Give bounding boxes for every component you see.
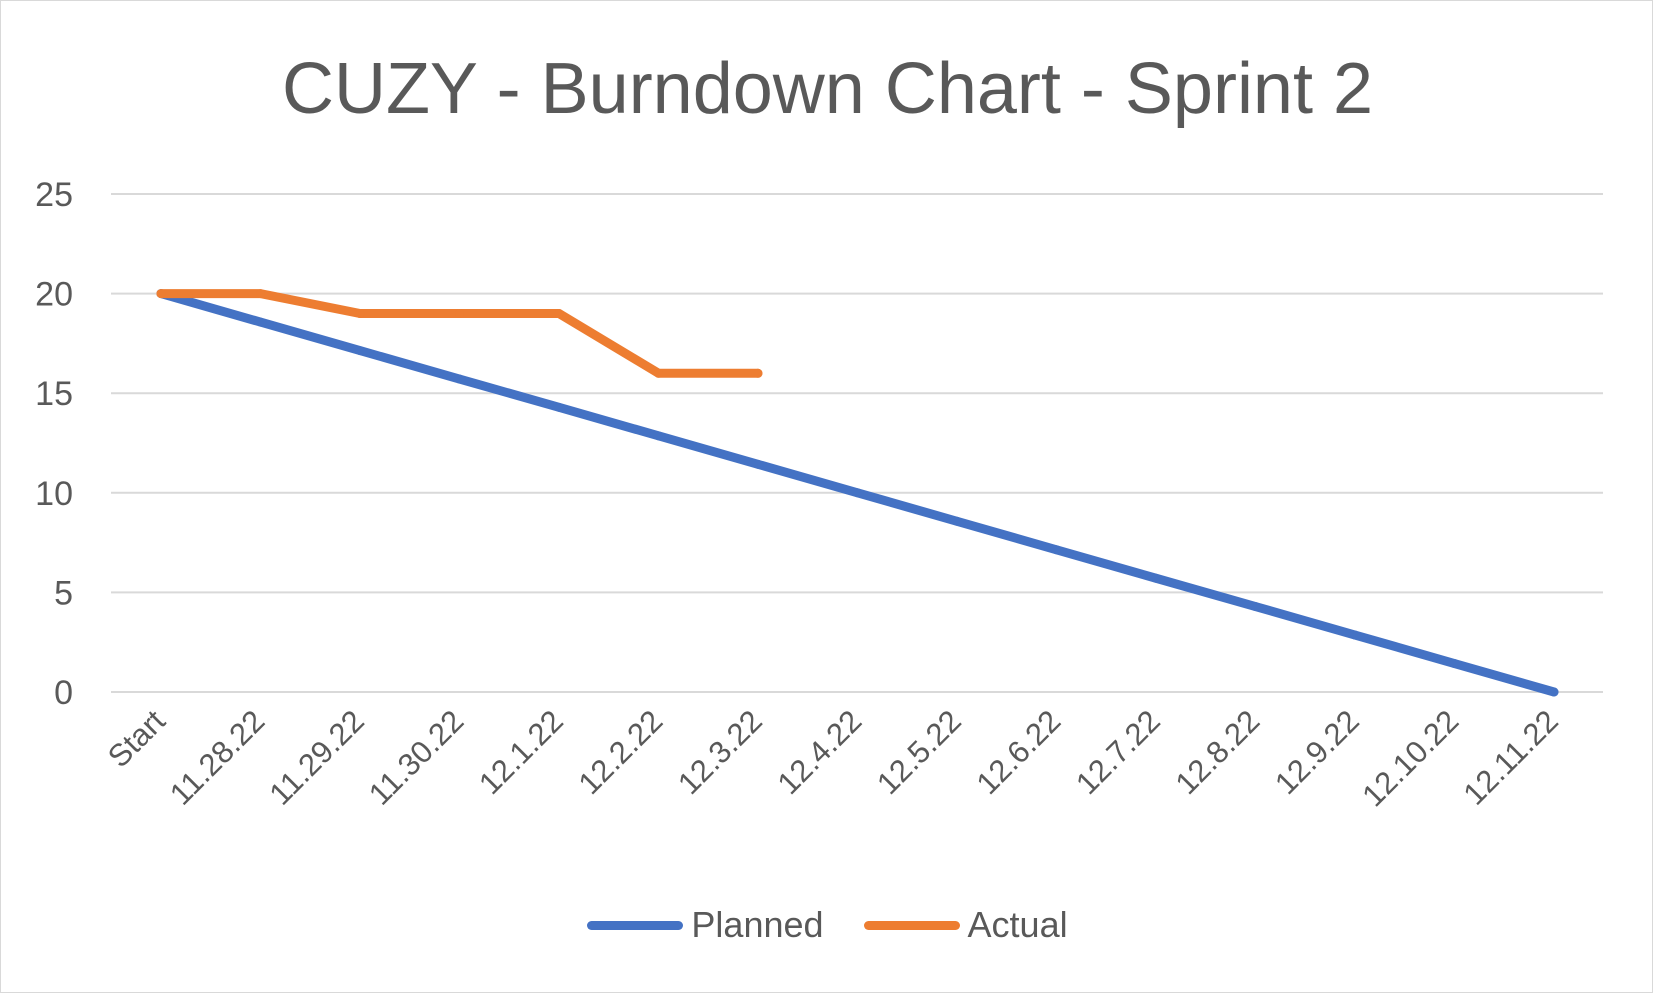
legend-label: Actual — [967, 904, 1068, 945]
legend-swatch — [863, 920, 960, 930]
x-tick-label: 12.8.22 — [1169, 703, 1267, 801]
data-point-actual — [355, 309, 365, 319]
y-tick-label: 20 — [35, 276, 73, 314]
legend-entry-planned: Planned — [587, 904, 824, 946]
x-tick-label: 12.4.22 — [771, 703, 869, 801]
data-point-planned — [753, 459, 763, 469]
data-point-planned — [1549, 687, 1559, 697]
x-tick-label: 12.2.22 — [572, 703, 670, 801]
x-tick-label: 12.5.22 — [870, 703, 968, 801]
series-line-actual — [156, 289, 763, 378]
gridlines — [111, 193, 1603, 693]
data-point-planned — [1151, 573, 1161, 583]
data-point-planned — [1251, 602, 1260, 612]
data-point-planned — [853, 488, 862, 498]
series-lines — [156, 289, 1559, 697]
x-tick-label: 12.9.22 — [1268, 703, 1366, 801]
data-point-actual — [156, 289, 166, 299]
x-tick-label: 12.6.22 — [970, 703, 1068, 801]
data-point-planned — [455, 374, 464, 384]
legend-swatch — [587, 920, 684, 930]
y-tick-label: 0 — [54, 674, 73, 712]
x-tick-label: 12.10.22 — [1355, 703, 1465, 813]
x-tick-label: 12.7.22 — [1069, 703, 1167, 801]
y-axis-labels: 0 5 10 15 20 25 — [35, 176, 73, 712]
data-point-actual — [256, 289, 265, 299]
x-tick-label: 11.28.22 — [163, 703, 271, 811]
data-point-actual — [554, 309, 564, 319]
data-point-planned — [952, 516, 962, 526]
x-tick-label: 12.11.22 — [1456, 703, 1564, 811]
data-point-planned — [1350, 630, 1360, 640]
data-point-planned — [1450, 659, 1459, 669]
data-point-planned — [355, 346, 365, 356]
y-tick-label: 10 — [35, 475, 73, 513]
data-point-actual — [654, 368, 663, 378]
x-tick-label: 11.29.22 — [262, 703, 370, 811]
data-point-planned — [554, 402, 564, 412]
data-point-planned — [1052, 545, 1061, 555]
data-point-planned — [256, 317, 265, 327]
legend: Planned Actual — [1, 901, 1653, 949]
data-point-actual — [455, 309, 464, 319]
x-tick-label: 12.1.22 — [472, 703, 570, 801]
x-tick-label: Start — [101, 703, 172, 774]
y-tick-label: 15 — [35, 375, 73, 413]
y-tick-label: 5 — [54, 574, 73, 612]
chart-title: CUZY - Burndown Chart - Sprint 2 — [281, 49, 1374, 129]
data-point-actual — [753, 368, 763, 378]
data-point-planned — [654, 431, 663, 441]
legend-label: Planned — [691, 904, 824, 945]
legend-entry-actual: Actual — [863, 904, 1068, 946]
x-tick-label: 11.30.22 — [362, 703, 470, 811]
x-tick-label: 12.3.22 — [671, 703, 769, 801]
y-tick-label: 25 — [35, 176, 73, 214]
